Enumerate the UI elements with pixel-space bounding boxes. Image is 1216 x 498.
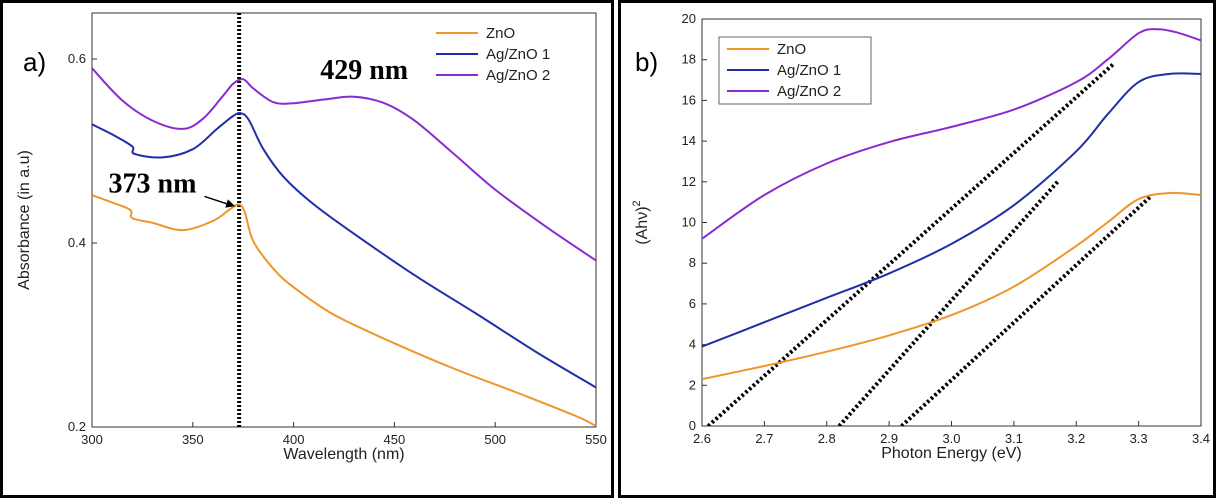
- series-line: [702, 72, 1201, 348]
- panel-b: b) 2.6 2.7 2.8 2.9 3.0 3.1 3.2 3.3 3.4 0 2 4 6 8 10 12 1…: [618, 0, 1216, 498]
- x-tick-label: 3.4: [1192, 431, 1210, 446]
- y-tick-label: 4: [689, 337, 696, 352]
- x-tick-label: 350: [182, 432, 204, 447]
- y-tick-label: 14: [682, 133, 696, 148]
- annotation-arrow-head: [225, 199, 236, 208]
- x-tick-label: 2.6: [693, 431, 711, 446]
- y-tick-label: 18: [682, 52, 696, 67]
- panel-a-label: a): [23, 47, 47, 77]
- x-tick-label: 2.9: [880, 431, 898, 446]
- x-tick-label: 300: [81, 432, 103, 447]
- y-axis-title: Absorbance (in a.u): [16, 150, 33, 290]
- plot-frame: [91, 12, 597, 428]
- tangent-fit-line: [900, 194, 1153, 426]
- tangent-fit-line: [706, 62, 1116, 426]
- x-axis-title: Photon Energy (eV): [881, 445, 1022, 462]
- x-tick-label: 3.1: [1005, 431, 1023, 446]
- x-tick-label: 2.8: [818, 431, 836, 446]
- x-tick-label: 3.0: [942, 431, 960, 446]
- y-tick-label: 0.2: [68, 419, 86, 434]
- legend-label: ZnO: [777, 41, 806, 58]
- y-tick-label: 16: [682, 92, 696, 107]
- series-line: [702, 28, 1201, 240]
- y-axis-title: (Ahν)2: [631, 200, 651, 244]
- panel-b-label: b): [635, 47, 659, 77]
- series-line: [92, 194, 596, 427]
- plot-area: [92, 13, 596, 427]
- x-tick-label: 2.7: [755, 431, 773, 446]
- y-tick-label: 6: [689, 296, 696, 311]
- legend-box: [718, 36, 872, 105]
- y-tick-label: 0.6: [68, 51, 86, 66]
- x-tick-label: 3.3: [1130, 431, 1148, 446]
- panel-a: a) 300 350 400 450 500 550 0.2 0.4 0.6 Wavelength…: [0, 0, 614, 498]
- x-tick-label: 400: [283, 432, 305, 447]
- peak-annotation: 429 nm: [320, 55, 408, 86]
- tauc-plot-chart: 2.6 2.7 2.8 2.9 3.0 3.1 3.2 3.3 3.4 0 2 4 6 8 10 12 14 16…: [631, 11, 1210, 462]
- absorbance-chart: 300 350 400 450 500 550 0.2 0.4 0.6 Wavelength (n…: [16, 12, 607, 463]
- legend-label: Ag/ZnO 1: [777, 62, 841, 79]
- x-tick-label: 450: [384, 432, 406, 447]
- legend-label: Ag/ZnO 2: [777, 83, 841, 100]
- y-axis-title-superscript: 2: [631, 200, 643, 206]
- series-line: [92, 112, 596, 389]
- y-tick-label: 0.4: [68, 235, 86, 250]
- x-tick-label: 3.2: [1067, 431, 1085, 446]
- y-tick-label: 2: [689, 377, 696, 392]
- x-tick-label: 500: [484, 432, 506, 447]
- series-line: [702, 191, 1201, 381]
- y-tick-label: 0: [689, 418, 696, 433]
- legend-label: Ag/ZnO 2: [486, 67, 550, 84]
- tangent-fit-line: [837, 180, 1060, 426]
- legend-label: ZnO: [486, 25, 515, 42]
- plot-area: [702, 28, 1201, 426]
- y-tick-label: 10: [682, 215, 696, 230]
- peak-annotation: 373 nm: [109, 168, 197, 199]
- x-tick-label: 550: [585, 432, 607, 447]
- y-tick-label: 20: [682, 11, 696, 26]
- y-tick-label: 8: [689, 255, 696, 270]
- legend-label: Ag/ZnO 1: [486, 46, 550, 63]
- series-line: [92, 67, 596, 262]
- x-axis-title: Wavelength (nm): [283, 446, 404, 463]
- y-tick-label: 12: [682, 174, 696, 189]
